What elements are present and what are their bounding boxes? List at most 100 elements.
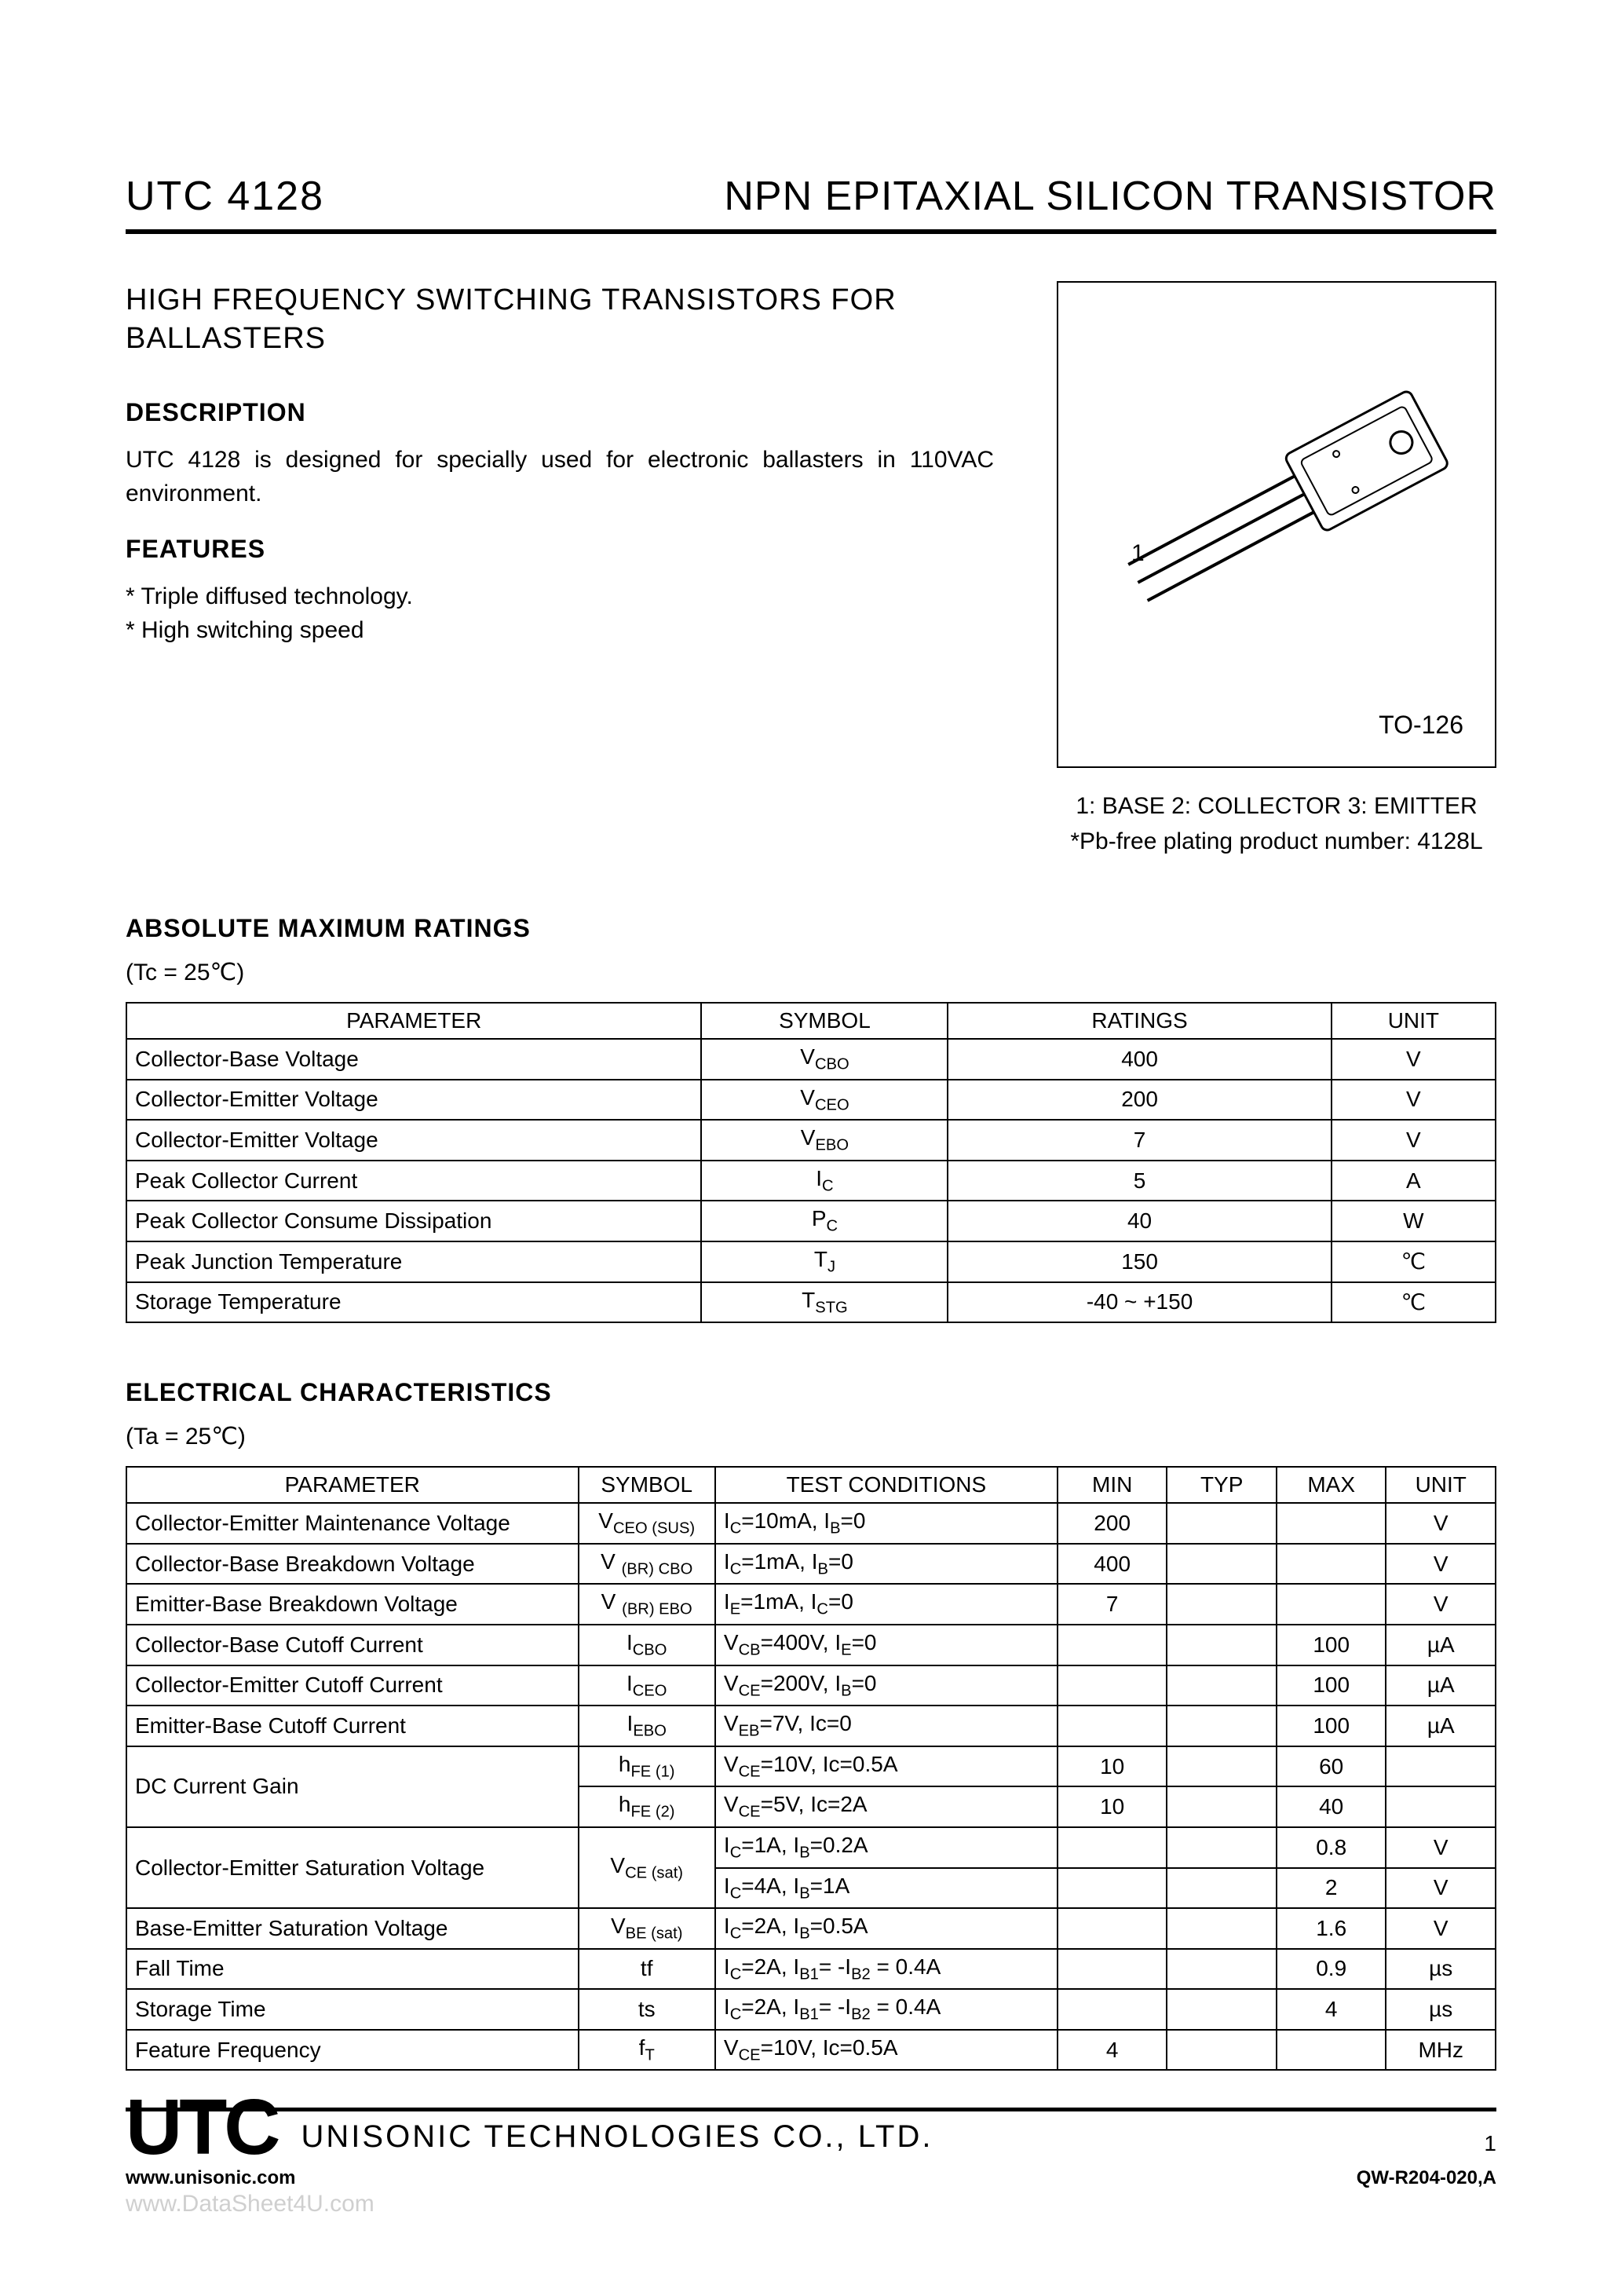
typ-cell xyxy=(1167,1584,1277,1625)
symbol-cell: VCEO xyxy=(701,1080,948,1121)
table-header: UNIT xyxy=(1386,1467,1496,1503)
min-cell xyxy=(1058,1625,1167,1665)
pin1-label: 1 xyxy=(1131,540,1145,566)
min-cell: 400 xyxy=(1058,1544,1167,1585)
rating-cell: -40 ~ +150 xyxy=(948,1282,1331,1323)
condition-cell: VCB=400V, IE=0 xyxy=(715,1625,1058,1665)
table-row: Emitter-Base Breakdown VoltageV (BR) EBO… xyxy=(126,1584,1496,1625)
param-cell: Base-Emitter Saturation Voltage xyxy=(126,1908,579,1949)
min-cell: 10 xyxy=(1058,1746,1167,1787)
symbol-cell: hFE (2) xyxy=(579,1786,715,1827)
rating-cell: 7 xyxy=(948,1120,1331,1161)
param-cell: Emitter-Base Cutoff Current xyxy=(126,1706,579,1746)
condition-cell: IC=2A, IB1= -IB2 = 0.4A xyxy=(715,1989,1058,2030)
unit-cell: µA xyxy=(1386,1665,1496,1706)
table-header: RATINGS xyxy=(948,1003,1331,1039)
table-row: Fall TimetfIC=2A, IB1= -IB2 = 0.4A0.9µs xyxy=(126,1949,1496,1990)
symbol-cell: fT xyxy=(579,2030,715,2071)
company-logo: UTC xyxy=(126,2094,278,2161)
unit-cell: V xyxy=(1332,1080,1496,1121)
symbol-cell: VCEO (SUS) xyxy=(579,1503,715,1544)
table-row: Collector-Base Cutoff CurrentICBOVCB=400… xyxy=(126,1625,1496,1665)
package-name: TO-126 xyxy=(1082,711,1471,743)
unit-cell: V xyxy=(1386,1544,1496,1585)
table-row: Storage TimetsIC=2A, IB1= -IB2 = 0.4A4µs xyxy=(126,1989,1496,2030)
param-cell: Peak Junction Temperature xyxy=(126,1241,701,1282)
typ-cell xyxy=(1167,1503,1277,1544)
unit-cell xyxy=(1386,1786,1496,1827)
table-row: Peak Collector CurrentIC5A xyxy=(126,1161,1496,1201)
feature-item: * Triple diffused technology. xyxy=(126,579,994,614)
company-name: UNISONIC TECHNOLOGIES CO., LTD. xyxy=(301,2119,933,2161)
condition-cell: VCE=10V, Ic=0.5A xyxy=(715,2030,1058,2071)
max-cell: 100 xyxy=(1277,1706,1386,1746)
param-cell: Collector-Base Voltage xyxy=(126,1039,701,1080)
table-row: Collector-Emitter Saturation VoltageVCE … xyxy=(126,1827,1496,1868)
max-cell: 1.6 xyxy=(1277,1908,1386,1949)
condition-cell: IC=10mA, IB=0 xyxy=(715,1503,1058,1544)
min-cell xyxy=(1058,1827,1167,1868)
symbol-cell: PC xyxy=(701,1201,948,1241)
condition-cell: IC=4A, IB=1A xyxy=(715,1868,1058,1909)
min-cell: 200 xyxy=(1058,1503,1167,1544)
condition-cell: IC=1A, IB=0.2A xyxy=(715,1827,1058,1868)
symbol-cell: TJ xyxy=(701,1241,948,1282)
min-cell xyxy=(1058,1908,1167,1949)
rating-cell: 200 xyxy=(948,1080,1331,1121)
table-row: Collector-Emitter VoltageVEBO7V xyxy=(126,1120,1496,1161)
param-cell: Collector-Emitter Voltage xyxy=(126,1080,701,1121)
subtitle: HIGH FREQUENCY SWITCHING TRANSISTORS FOR… xyxy=(126,281,994,359)
typ-cell xyxy=(1167,1544,1277,1585)
typ-cell xyxy=(1167,1786,1277,1827)
feature-item: * High switching speed xyxy=(126,613,994,648)
symbol-cell: tf xyxy=(579,1949,715,1990)
max-cell: 100 xyxy=(1277,1665,1386,1706)
typ-cell xyxy=(1167,1868,1277,1909)
elec-condition: (Ta = 25℃) xyxy=(126,1423,1496,1450)
min-cell xyxy=(1058,1665,1167,1706)
pinout-text: 1: BASE 2: COLLECTOR 3: EMITTER xyxy=(1057,788,1496,824)
min-cell xyxy=(1058,1868,1167,1909)
table-header: UNIT xyxy=(1332,1003,1496,1039)
param-cell: Peak Collector Consume Dissipation xyxy=(126,1201,701,1241)
typ-cell xyxy=(1167,1908,1277,1949)
param-cell: Emitter-Base Breakdown Voltage xyxy=(126,1584,579,1625)
table-header: SYMBOL xyxy=(701,1003,948,1039)
symbol-cell: V (BR) CBO xyxy=(579,1544,715,1585)
table-header: MIN xyxy=(1058,1467,1167,1503)
rating-cell: 40 xyxy=(948,1201,1331,1241)
symbol-cell: VCE (sat) xyxy=(579,1827,715,1908)
symbol-cell: ts xyxy=(579,1989,715,2030)
table-row: Peak Collector Consume DissipationPC40W xyxy=(126,1201,1496,1241)
symbol-cell: hFE (1) xyxy=(579,1746,715,1787)
typ-cell xyxy=(1167,1949,1277,1990)
unit-cell: W xyxy=(1332,1201,1496,1241)
typ-cell xyxy=(1167,1989,1277,2030)
typ-cell xyxy=(1167,1625,1277,1665)
unit-cell: V xyxy=(1332,1120,1496,1161)
condition-cell: IC=2A, IB1= -IB2 = 0.4A xyxy=(715,1949,1058,1990)
min-cell: 10 xyxy=(1058,1786,1167,1827)
table-row: Collector-Emitter VoltageVCEO200V xyxy=(126,1080,1496,1121)
unit-cell: A xyxy=(1332,1161,1496,1201)
max-cell xyxy=(1277,1503,1386,1544)
elec-heading: ELECTRICAL CHARACTERISTICS xyxy=(126,1378,1496,1407)
typ-cell xyxy=(1167,1665,1277,1706)
symbol-cell: VBE (sat) xyxy=(579,1908,715,1949)
package-drawing-box: 1 TO-126 xyxy=(1057,281,1496,768)
amr-heading: ABSOLUTE MAXIMUM RATINGS xyxy=(126,914,1496,943)
package-icon: 1 xyxy=(1096,383,1457,634)
unit-cell: V xyxy=(1332,1039,1496,1080)
table-header: PARAMETER xyxy=(126,1467,579,1503)
typ-cell xyxy=(1167,2030,1277,2071)
unit-cell: µA xyxy=(1386,1625,1496,1665)
table-header: TYP xyxy=(1167,1467,1277,1503)
table-header: TEST CONDITIONS xyxy=(715,1467,1058,1503)
symbol-cell: IEBO xyxy=(579,1706,715,1746)
min-cell xyxy=(1058,1989,1167,2030)
max-cell: 40 xyxy=(1277,1786,1386,1827)
description-heading: DESCRIPTION xyxy=(126,398,994,427)
min-cell: 7 xyxy=(1058,1584,1167,1625)
table-row: Storage TemperatureTSTG-40 ~ +150℃ xyxy=(126,1282,1496,1323)
typ-cell xyxy=(1167,1746,1277,1787)
